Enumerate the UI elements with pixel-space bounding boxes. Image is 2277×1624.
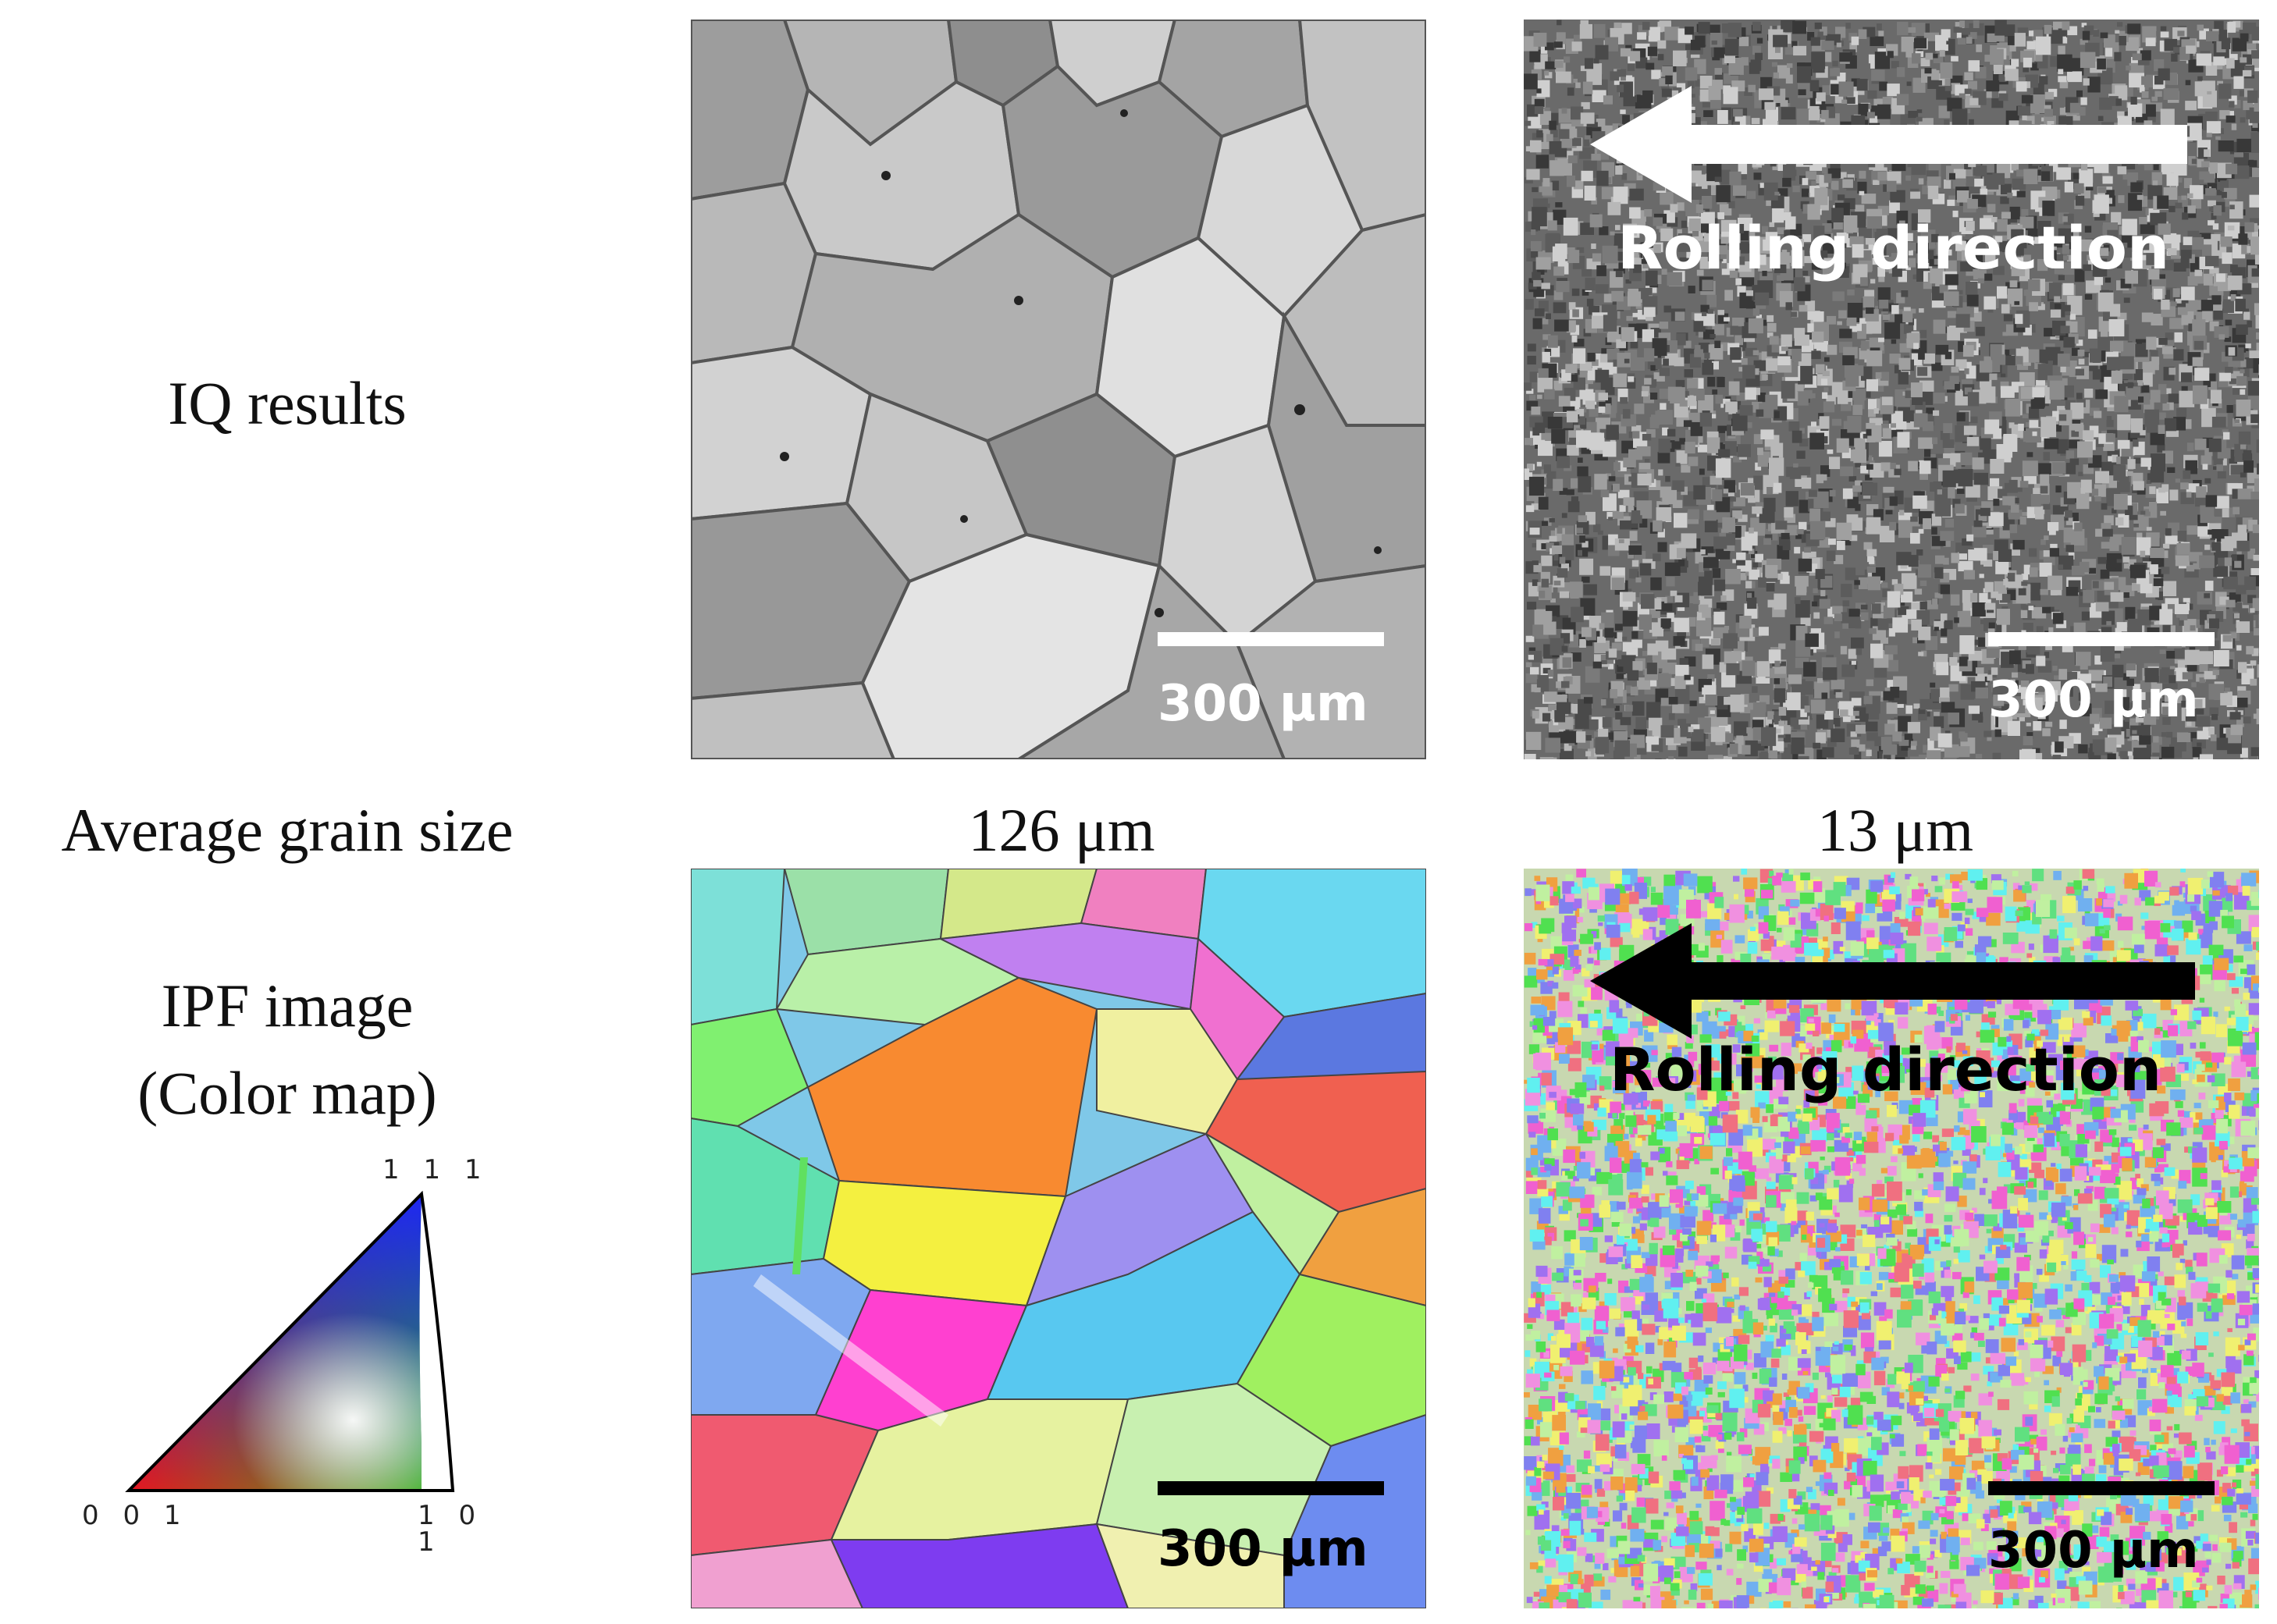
ipf-right-scale-bar <box>1988 1481 2215 1495</box>
ipf-left-scale-label: 300 μm <box>1158 1520 1368 1578</box>
grain-size-right: 13 μm <box>1817 796 1973 864</box>
iq-right-scale-bar <box>1988 632 2215 646</box>
average-grain-size-label: Average grain size <box>61 796 514 864</box>
iq-results-label: IQ results <box>168 369 407 437</box>
ipf-image-label: IPF image <box>161 972 414 1039</box>
ipf-right-rolling-direction-text: Rolling direction <box>1610 1035 2162 1104</box>
triangle-label-101: 1 0 1 <box>418 1500 484 1558</box>
rolling-direction-arrow-light <box>1590 86 2187 203</box>
color-map-label: (Color map) <box>137 1059 437 1127</box>
triangle-label-111: 1 1 1 <box>382 1154 489 1185</box>
iq-right-rolling-direction-text: Rolling direction <box>1617 213 2170 283</box>
iq-left-scale-bar <box>1158 632 1384 646</box>
ipf-coarse-grain-image: 300 μm <box>691 869 1426 1608</box>
iq-fine-grain-image: Rolling direction 300 μm <box>1524 20 2259 759</box>
rolling-direction-arrow-dark <box>1590 923 2195 1039</box>
iq-left-scale-label: 300 μm <box>1158 675 1368 733</box>
iq-coarse-grain-image: 300 μm <box>691 20 1426 759</box>
ipf-color-key-triangle: 1 1 1 0 0 1 1 0 1 <box>82 1157 492 1555</box>
ipf-right-scale-label: 300 μm <box>1988 1522 2199 1580</box>
iq-right-scale-label: 300 μm <box>1988 671 2199 729</box>
ipf-fine-grain-image: Rolling direction 300 μm <box>1524 869 2259 1608</box>
grain-size-left: 126 μm <box>968 796 1155 864</box>
triangle-label-001: 0 0 1 <box>82 1500 189 1531</box>
ipf-left-scale-bar <box>1158 1481 1384 1495</box>
